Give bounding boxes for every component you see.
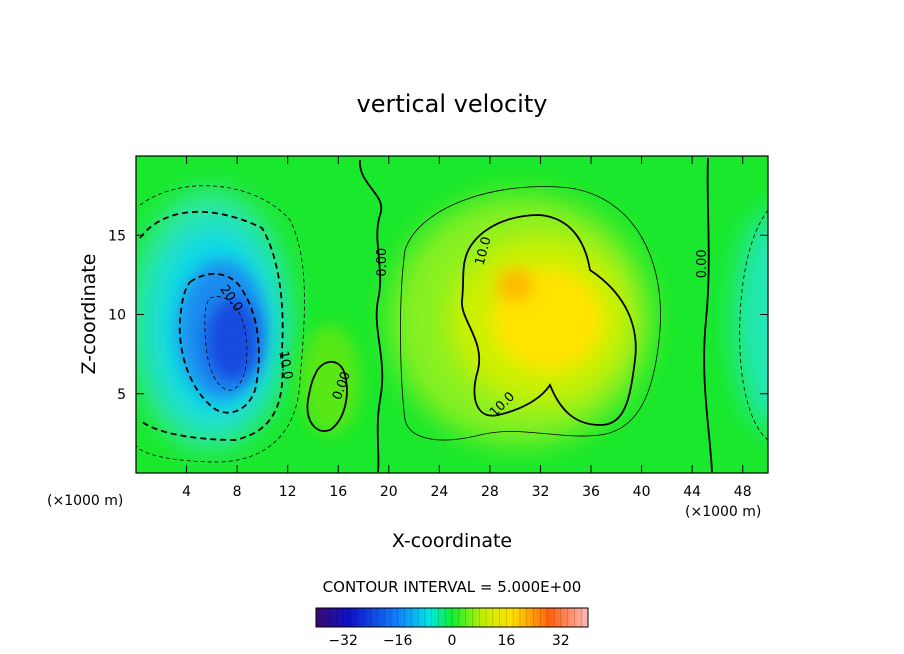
chart-title: vertical velocity	[357, 90, 548, 118]
colorbar	[315, 607, 589, 628]
x-tick-label: 40	[633, 484, 651, 500]
colorbar-tick-label: 16	[497, 633, 515, 649]
x-tick-label: 48	[734, 484, 752, 500]
y-tick-label: 10	[108, 308, 126, 324]
downdraft-core	[206, 298, 258, 382]
x-axis: 4 8 12 16 20 24 28 32 36 40 44 48	[182, 156, 752, 500]
y-tick-label: 5	[117, 387, 126, 403]
colorbar-tick-label: −32	[328, 633, 358, 649]
x-tick-label: 28	[481, 484, 499, 500]
contour-pos-5	[400, 186, 661, 441]
colorbar-tick-label: 0	[448, 633, 457, 649]
x-unit-right: (×1000 m)	[685, 504, 761, 520]
contour-neg-20	[178, 273, 260, 414]
contour-label: 10.0	[275, 350, 295, 381]
contour-neg-right	[739, 209, 768, 441]
colorbar-stripes	[315, 608, 589, 627]
x-unit-left: (×1000 m)	[47, 493, 123, 509]
x-tick-label: 20	[380, 484, 398, 500]
contour-label: 0.00	[375, 248, 390, 277]
y-axis: 5 10 15	[108, 228, 768, 403]
colorbar-ticks: −32 −16 0 16 32	[328, 633, 569, 649]
x-tick-label: 36	[582, 484, 600, 500]
x-tick-label: 24	[430, 484, 448, 500]
contour-label: 0.00	[695, 249, 710, 278]
colorbar-tick-label: 32	[552, 633, 570, 649]
contour-zero-right	[703, 157, 713, 473]
contours	[136, 157, 768, 473]
contour-neg-30	[204, 296, 248, 391]
contour-neg-mid	[139, 211, 284, 441]
x-axis-label: X-coordinate	[392, 530, 512, 552]
contour-pos-10	[461, 214, 637, 426]
x-tick-label: 12	[279, 484, 297, 500]
field-blobs	[136, 190, 768, 450]
x-tick-label: 8	[233, 484, 242, 500]
y-axis-label: Z-coordinate	[78, 254, 100, 375]
updraft-core	[497, 269, 533, 301]
contour-zero-left	[359, 159, 384, 473]
contour-neg-outer	[136, 185, 305, 463]
edge-downdraft	[735, 211, 768, 429]
x-tick-label: 44	[683, 484, 701, 500]
plot-area: 20.010.00.000.00 10.010.00.00	[136, 156, 768, 473]
x-tick-label: 16	[329, 484, 347, 500]
contour-interval-text: CONTOUR INTERVAL = 5.000E+00	[323, 578, 582, 596]
x-tick-label: 32	[532, 484, 550, 500]
contour-labels: 20.010.00.000.00 10.010.00.00	[216, 235, 709, 420]
y-tick-label: 15	[108, 228, 126, 244]
contour-small-up	[306, 360, 348, 432]
colorbar-tick-label: −16	[383, 633, 413, 649]
x-tick-label: 4	[182, 484, 191, 500]
contour-label: 10.0	[473, 235, 495, 267]
